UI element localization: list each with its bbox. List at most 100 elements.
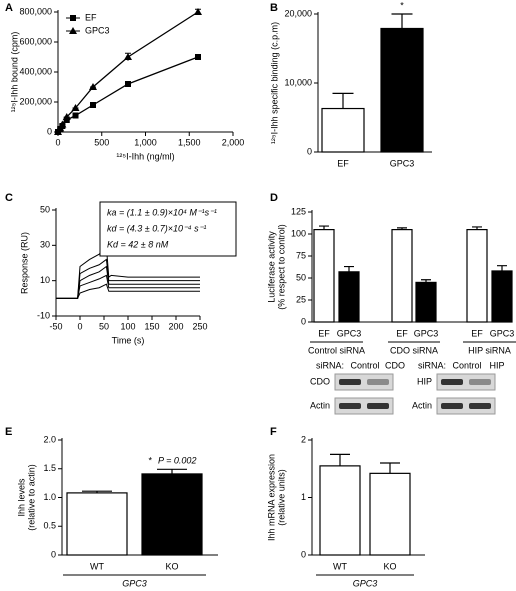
annotation-box (99, 201, 237, 257)
y-tick-label: 0 (47, 126, 52, 136)
y-tick-label: 20,000 (284, 8, 312, 18)
annotation: Kd = 42 ± 8 nM (107, 239, 169, 249)
series-line (56, 283, 200, 299)
annotation: * (148, 456, 152, 466)
panel-label: E (5, 426, 12, 438)
error-bar (157, 468, 187, 474)
bar (313, 229, 335, 323)
x-tick-label: EF (396, 328, 408, 338)
blot-band (367, 379, 389, 385)
bar (319, 465, 361, 556)
y-tick-label: 200,000 (19, 96, 52, 106)
marker (125, 81, 131, 87)
x-tick-label: GPC3 (337, 328, 362, 338)
y-tick-label: 50 (296, 272, 306, 282)
bar (466, 229, 488, 323)
x-tick-label: 50 (99, 321, 109, 331)
group-label: HIP siRNA (468, 345, 511, 355)
x-axis-label: Time (s) (112, 335, 145, 345)
x-tick-label: EF (471, 328, 483, 338)
y-tick-label: 0 (51, 549, 56, 559)
y-tick-label: 800,000 (19, 6, 52, 16)
x-tick-label: 250 (192, 321, 207, 331)
x-tick-label: 2,000 (222, 137, 245, 147)
blot-header: siRNA: (316, 360, 344, 370)
x-tick-label: GPC3 (414, 328, 439, 338)
bar (391, 229, 413, 323)
y-axis-label: Ihh mRNA expression (266, 454, 276, 541)
y-tick-label: -10 (37, 310, 50, 320)
annotation: * (400, 0, 404, 10)
y-axis-label: ¹²⁵I-Ihh bound (cpm) (9, 32, 19, 113)
y-tick-label: 1.5 (43, 463, 56, 473)
x-tick-label: KO (165, 561, 178, 571)
bar (415, 281, 437, 323)
y-tick-label: 10,000 (284, 77, 312, 87)
y-axis-label: (% respect to control) (276, 224, 286, 310)
x-tick-label: EF (318, 328, 330, 338)
blot-lane: Control (452, 360, 481, 370)
marker (71, 104, 80, 111)
blot-header: siRNA: (418, 360, 446, 370)
y-tick-label: 600,000 (19, 36, 52, 46)
x-tick-label: 200 (168, 321, 183, 331)
bar (369, 472, 411, 556)
y-tick-label: 100 (291, 228, 306, 238)
annotation: P = 0.002 (158, 456, 196, 466)
series-line (56, 274, 200, 299)
marker (62, 113, 71, 120)
group-label: Control siRNA (308, 345, 365, 355)
y-axis-label: (relative to actin) (26, 464, 36, 531)
y-tick-label: 0 (301, 316, 306, 326)
marker (72, 112, 79, 119)
blot-row-label: CDO (310, 376, 330, 386)
x-tick-label: 100 (120, 321, 135, 331)
error-bar (391, 13, 413, 29)
series-line (56, 265, 200, 299)
x-tick-label: 1,000 (134, 137, 157, 147)
y-axis-label: (relative units) (276, 469, 286, 526)
blot-band (339, 379, 361, 385)
x-tick-label: 150 (144, 321, 159, 331)
marker (124, 53, 132, 60)
blot-band (469, 379, 491, 385)
marker (56, 124, 65, 132)
error-bar (330, 453, 350, 466)
bar (66, 492, 128, 556)
y-tick-label: 0 (301, 549, 306, 559)
panel-label: C (5, 192, 13, 204)
marker (194, 8, 202, 15)
y-axis-label: Response (RU) (19, 232, 29, 294)
blot-lane: CDO (385, 360, 405, 370)
marker (54, 128, 62, 135)
group-label: CDO siRNA (390, 345, 438, 355)
bar (338, 271, 360, 323)
x-tick-label: WT (333, 561, 347, 571)
y-tick-label: 1.0 (43, 492, 56, 502)
y-tick-label: 400,000 (19, 66, 52, 76)
y-tick-label: 75 (296, 250, 306, 260)
blot-membrane (334, 397, 394, 415)
y-tick-label: 2 (301, 434, 306, 444)
y-tick-label: 2.0 (43, 434, 56, 444)
y-tick-label: 25 (296, 294, 306, 304)
x-axis-label: ¹²⁵I-Ihh (ng/ml) (116, 151, 174, 161)
panel-label: A (5, 2, 13, 14)
panel-label: B (270, 2, 278, 14)
error-bar (380, 462, 400, 474)
blot-band (339, 403, 361, 409)
legend-marker (70, 15, 76, 21)
y-tick-label: 30 (40, 240, 50, 250)
blot-row-label: HIP (417, 376, 432, 386)
bar (321, 107, 365, 153)
blot-row-label: Actin (310, 400, 330, 410)
series-line (57, 56, 199, 133)
blot-band (367, 403, 389, 409)
y-tick-label: 1 (301, 492, 306, 502)
blot-lane: HIP (489, 360, 504, 370)
blot-band (441, 379, 463, 385)
blot-membrane (436, 373, 496, 391)
annotation: ka = (1.1 ± 0.9)×10⁴ M⁻¹s⁻¹ (107, 207, 217, 217)
marker (89, 83, 97, 90)
